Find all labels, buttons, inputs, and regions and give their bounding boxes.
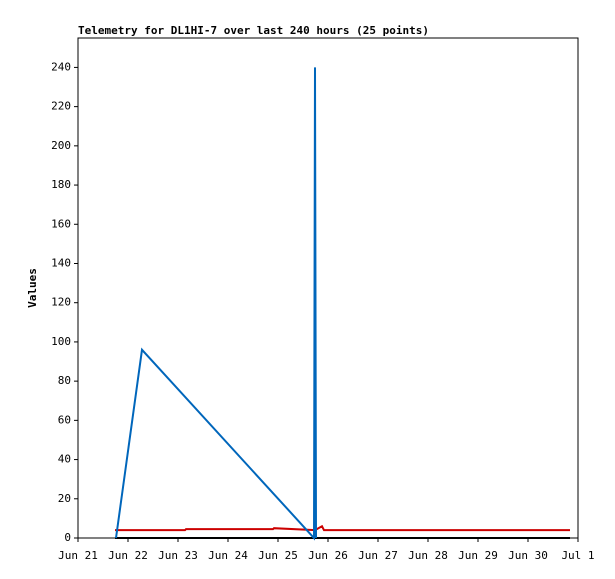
y-tick-label: 20 xyxy=(58,492,71,505)
y-tick-label: 80 xyxy=(58,374,71,387)
x-tick-label: Jun 24 xyxy=(208,549,248,562)
chart-title: Telemetry for DL1HI-7 over last 240 hour… xyxy=(78,24,429,37)
y-tick-label: 40 xyxy=(58,453,71,466)
y-tick-label: 120 xyxy=(51,296,71,309)
y-tick-label: 180 xyxy=(51,178,71,191)
y-tick-label: 220 xyxy=(51,100,71,113)
y-tick-label: 60 xyxy=(58,413,71,426)
y-axis-label: Values xyxy=(26,268,39,308)
x-tick-label: Jun 27 xyxy=(358,549,398,562)
series-line xyxy=(115,524,570,532)
x-tick-label: Jun 25 xyxy=(258,549,298,562)
x-tick-label: Jun 29 xyxy=(458,549,498,562)
y-tick-label: 200 xyxy=(51,139,71,152)
x-tick-label: Jun 28 xyxy=(408,549,448,562)
x-tick-label: Jun 21 xyxy=(58,549,98,562)
x-tick-label: Jun 23 xyxy=(158,549,198,562)
y-tick-label: 100 xyxy=(51,335,71,348)
x-tick-label: Jun 30 xyxy=(508,549,548,562)
plot-frame xyxy=(77,37,579,539)
y-tick-label: 140 xyxy=(51,256,71,269)
y-tick-label: 0 xyxy=(64,531,71,544)
y-tick-label: 240 xyxy=(51,60,71,73)
x-tick-label: Jul 1 xyxy=(561,549,594,562)
x-tick-label: Jun 22 xyxy=(108,549,148,562)
y-tick-label: 160 xyxy=(51,217,71,230)
x-tick-label: Jun 26 xyxy=(308,549,348,562)
series-line xyxy=(115,67,317,541)
